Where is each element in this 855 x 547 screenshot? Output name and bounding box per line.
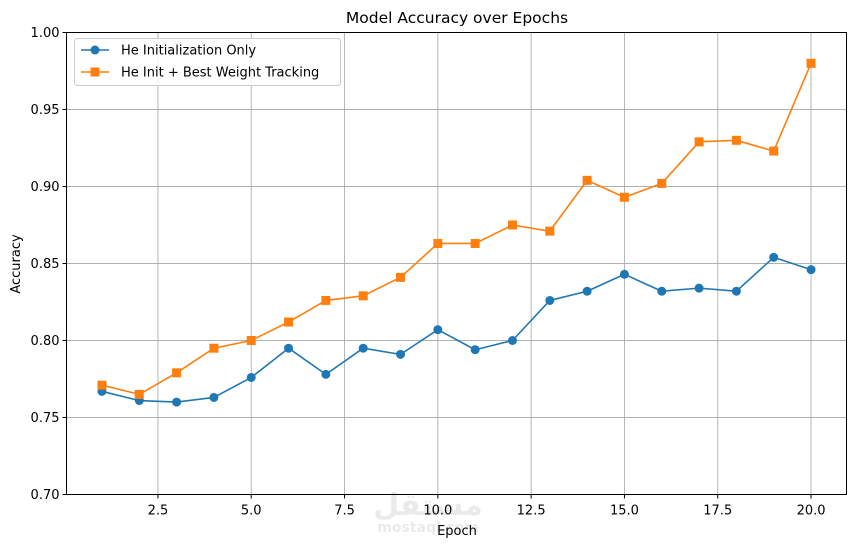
y-tick-label: 1.00 [31,26,60,41]
series-1-point [619,269,629,279]
series-1-point [582,286,592,296]
series-2-point [470,238,480,248]
legend: He Initialization Only He Init + Best Wei… [74,38,341,86]
y-tick-label: 0.70 [31,488,60,503]
legend-swatch-marker [90,67,100,77]
x-tick-label: 20.0 [797,504,826,519]
series-1-point [284,343,294,353]
series-2-point [246,336,256,345]
y-tick-label: 0.90 [31,180,60,195]
series-1-point [172,397,182,407]
series-1-point [246,372,256,382]
series-1-point [769,252,779,262]
series-1-point [396,349,406,359]
y-tick-label: 0.85 [31,257,60,272]
series-2-point [358,291,368,301]
series-2-point [545,226,555,236]
watermark-arabic-text: مستقل [373,488,483,523]
series-2-point [694,137,704,147]
series-1-point [358,343,368,353]
series-2-point [619,192,629,202]
series-1-point [321,369,331,379]
y-tick-label: 0.80 [31,334,60,349]
legend-label: He Init + Best Weight Tracking [121,66,319,81]
series-2-point [582,175,592,185]
series-2-point [97,380,107,390]
legend-box [74,38,341,86]
series-1-point [731,286,741,296]
x-axis-label: Epoch [437,524,477,539]
legend-swatch-marker [90,45,100,55]
chart-title: Model Accuracy over Epochs [346,9,568,27]
watermark-logo: مستقل mostaql.com [373,488,483,536]
series-1-point [694,283,704,293]
series-1-point [433,325,443,335]
x-tick-label: 7.5 [334,504,355,519]
x-tick-label: 12.5 [517,504,546,519]
series-2-point [507,220,517,230]
series-1-point [470,345,480,355]
series-2-point [134,389,144,399]
x-tick-label: 5.0 [241,504,262,519]
legend-label: He Initialization Only [121,44,256,59]
series-1-point [209,392,219,402]
series-2-point [396,272,406,282]
y-tick-label: 0.95 [31,103,60,118]
series-line-1 [101,256,812,403]
series-1-point [806,265,816,275]
series-2-point [657,178,667,188]
series-2-point [172,368,182,378]
x-tick-label: 17.5 [703,504,732,519]
y-axis-ticks: 0.70 0.75 0.80 0.85 0.90 0.95 1.00 [31,26,67,503]
x-axis-ticks: 2.5 5.0 7.5 10.0 12.5 15.0 17.5 20.0 [148,494,826,519]
series-line-2 [101,62,812,396]
watermark-latin-text: mostaql.com [377,520,478,536]
series-1-point [507,336,517,345]
series-2-point [284,317,294,327]
series-2-point [209,343,219,353]
x-tick-label: 15.0 [610,504,639,519]
y-axis-label: Accuracy [9,234,24,294]
y-tick-label: 0.75 [31,411,60,426]
series-1-point [545,295,555,305]
series-2-point [321,295,331,305]
x-tick-label: 2.5 [148,504,169,519]
series-2-point [769,146,779,156]
series-2-point [731,135,741,145]
x-tick-label: 10.0 [423,504,452,519]
series-2-point [433,238,443,248]
series-layer [97,58,816,407]
series-1-point [657,286,667,296]
series-2-point [806,58,816,68]
